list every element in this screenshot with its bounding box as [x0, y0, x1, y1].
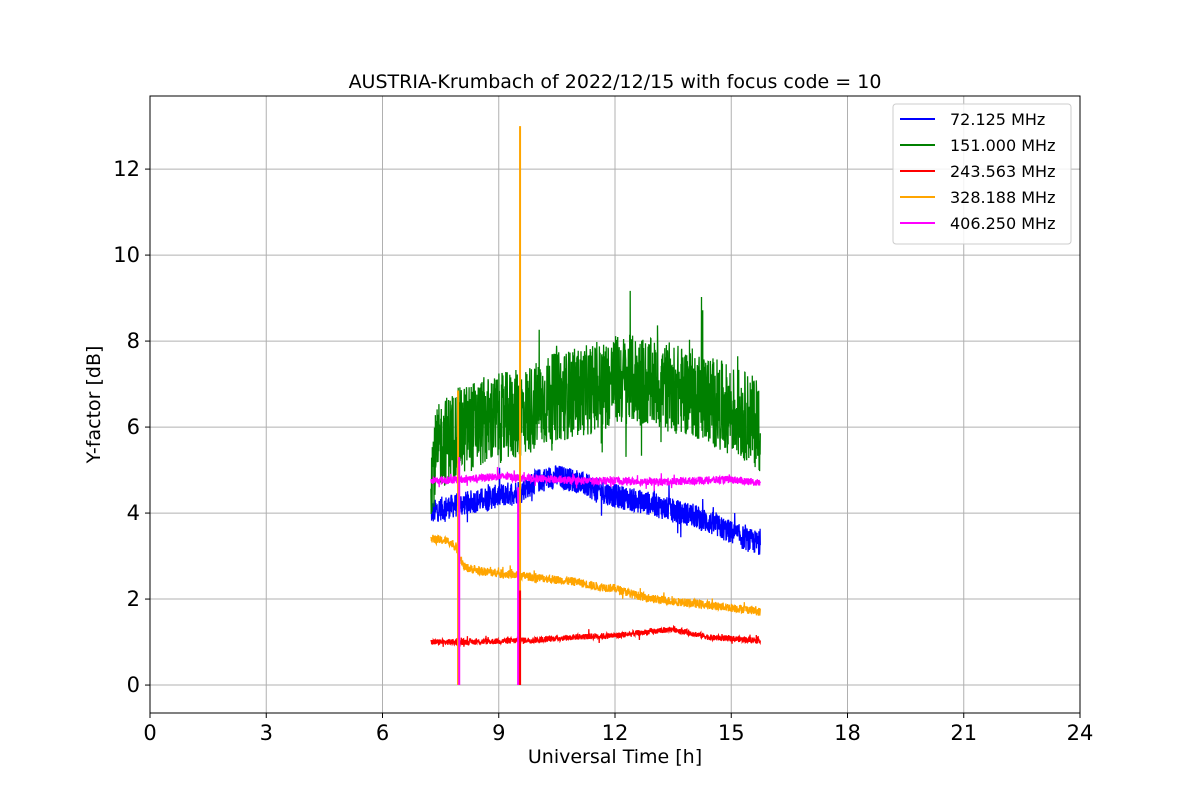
x-tick-label: 15 [718, 721, 745, 745]
x-tick-label: 18 [834, 721, 861, 745]
series-line-1 [430, 290, 761, 515]
legend-box [892, 103, 1072, 245]
y-tick-label: 0 [127, 673, 140, 697]
y-tick-label: 2 [127, 587, 140, 611]
legend-label: 328.188 MHz [950, 188, 1055, 207]
x-tick-label: 9 [492, 721, 505, 745]
y-tick-label: 4 [127, 501, 140, 525]
legend-label: 243.563 MHz [950, 162, 1055, 181]
legend-label: 151.000 MHz [950, 136, 1055, 155]
y-tick-label: 12 [113, 157, 140, 181]
x-axis-label: Universal Time [h] [528, 746, 702, 768]
y-axis-label: Y-factor [dB] [83, 346, 105, 465]
legend-label: 72.125 MHz [950, 110, 1045, 129]
chart-title: AUSTRIA-Krumbach of 2022/12/15 with focu… [349, 71, 882, 93]
series-line-2 [430, 624, 761, 648]
y-tick-label: 8 [127, 329, 140, 353]
y-tick-label: 6 [127, 415, 140, 439]
series-line-3 [430, 534, 761, 616]
legend-label: 406.250 MHz [950, 214, 1055, 233]
x-tick-label: 6 [376, 721, 389, 745]
x-tick-label: 12 [602, 721, 629, 745]
y-tick-label: 10 [113, 243, 140, 267]
series-line-4 [430, 466, 761, 491]
legend: 72.125 MHz 151.000 MHz 243.563 MHz 328.188 … [892, 103, 1072, 245]
series-line-0 [430, 465, 761, 555]
x-tick-label: 24 [1067, 721, 1094, 745]
x-tick-label: 0 [143, 721, 156, 745]
plot-area [430, 126, 761, 686]
x-tick-label: 21 [950, 721, 977, 745]
x-tick-label: 3 [260, 721, 273, 745]
